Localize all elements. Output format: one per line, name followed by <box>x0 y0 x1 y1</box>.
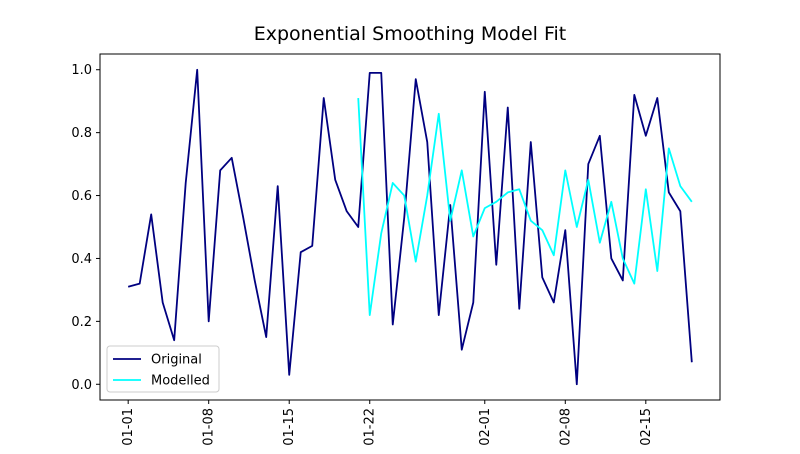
y-tick-label: 0.2 <box>71 315 92 330</box>
y-tick-label: 0.8 <box>71 126 92 141</box>
series-line-original <box>127 68 693 386</box>
x-tick-label: 01-08 <box>202 408 217 446</box>
axes: 0.0 0.2 0.4 0.6 0.8 1.0 01-01 01-08 01-15 01-22 02… <box>71 53 721 446</box>
series-line-modelled <box>357 97 693 316</box>
x-tick-label: 01-22 <box>363 408 378 446</box>
chart-title: Exponential Smoothing Model Fit <box>254 23 567 45</box>
legend: Original Modelled <box>106 345 220 393</box>
x-tick-label: 02-08 <box>558 408 573 446</box>
legend-label-modelled: Modelled <box>151 374 210 389</box>
y-tick-label: 0.6 <box>71 189 92 204</box>
plot-area <box>127 68 693 386</box>
x-tick-label: 01-01 <box>121 408 136 446</box>
x-tick-label: 02-15 <box>639 408 654 446</box>
y-tick-label: 1.0 <box>71 63 92 78</box>
plot-frame <box>99 53 721 401</box>
y-tick-label: 0.4 <box>71 252 92 267</box>
y-tick-label: 0.0 <box>71 378 92 393</box>
x-tick-label: 01-15 <box>282 408 297 446</box>
legend-label-original: Original <box>151 353 202 368</box>
x-tick-label: 02-01 <box>478 408 493 446</box>
